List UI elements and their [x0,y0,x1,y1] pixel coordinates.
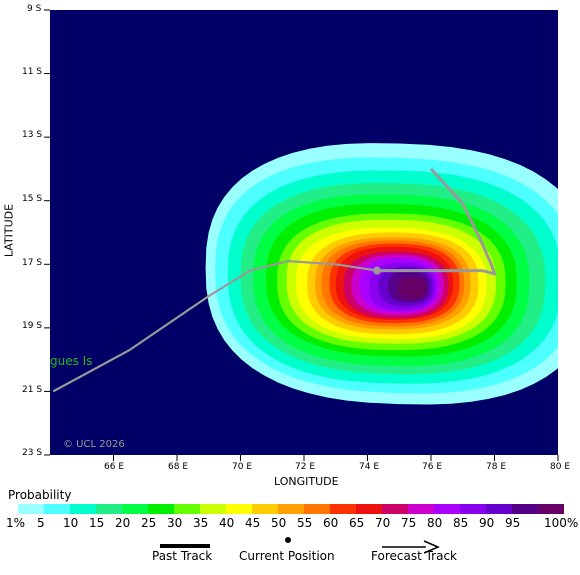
y-axis-title: LATITUDE [2,203,16,258]
legend-label: 15 [89,516,105,530]
probability-swath [205,143,558,405]
place-label: gues Is [50,354,92,368]
legend-color-swatch [330,504,356,514]
legend-labels: 1% 5 10 15 20 25 30 35 40 45 50 55 60 65 70 75 80 85 90 95 1… [0,516,580,530]
lat-tick-label: 15 S [22,194,43,204]
legend-label: 30 [167,516,183,530]
watermark: © UCL 2026 [63,439,125,450]
legend-color-swatch [174,504,200,514]
axis-ticks [44,9,559,461]
legend-color-swatch [96,504,122,514]
past-track-line [52,259,378,393]
lat-tick-label: 21 S [22,385,43,395]
legend-color-swatch [408,504,434,514]
lat-tick-label: 9 S [27,4,42,14]
x-axis-title: LONGITUDE [274,475,339,488]
lon-tick-label: 78 E [486,462,506,472]
legend-label: 35 [193,516,209,530]
legend-label: 55 [297,516,313,530]
past-track-swatch [160,544,210,548]
legend-label: 70 [375,516,391,530]
probability-contour [397,277,427,300]
legend-label: 60 [323,516,339,530]
legend-label: 10 [63,516,79,530]
probability-map: gues Is © UCL 2026 [44,9,559,461]
legend-label: 80 [427,516,443,530]
lon-tick-label: 76 E [422,462,442,472]
legend-label: 100% [544,516,579,530]
lon-tick-label: 66 E [104,462,124,472]
legend-label: 20 [115,516,131,530]
forecast-track-line [377,167,497,276]
current-position-key-label: Current Position [239,549,335,563]
legend-color-swatch [278,504,304,514]
probability-color-scale [18,504,564,514]
lon-tick-label: 68 E [168,462,188,472]
legend-color-swatch [356,504,382,514]
legend-label: 45 [245,516,261,530]
legend-label: 5 [37,516,45,530]
lat-tick-label: 11 S [22,67,43,77]
legend-color-swatch [70,504,96,514]
current-position-swatch [285,537,291,543]
legend-color-swatch [382,504,408,514]
legend-label: 85 [453,516,469,530]
legend-label: 90 [479,516,495,530]
legend-color-swatch [44,504,70,514]
legend-label: 95 [505,516,521,530]
legend-label: 1% [6,516,26,530]
past-track-key-label: Past Track [152,549,213,563]
legend-color-swatch [122,504,148,514]
legend-color-swatch [252,504,278,514]
forecast-track-swatch [382,540,440,554]
legend-color-swatch [460,504,486,514]
legend-color-swatch [434,504,460,514]
legend-color-swatch [226,504,252,514]
lon-tick-label: 74 E [359,462,379,472]
lat-tick-label: 23 S [22,448,43,458]
legend-color-swatch [538,504,564,514]
lon-tick-label: 70 E [232,462,252,472]
legend-label: 75 [401,516,417,530]
legend-color-swatch [304,504,330,514]
legend-title: Probability [8,488,72,502]
lon-tick-label: 72 E [295,462,315,472]
lat-tick-label: 13 S [22,130,43,140]
legend-label: 40 [219,516,235,530]
forecast-track-key-label: Forecast Track [371,549,457,563]
lat-tick-label: 19 S [22,321,43,331]
legend-color-swatch [18,504,44,514]
lon-tick-label: 80 E [550,462,570,472]
legend-label: 25 [141,516,157,530]
legend-color-swatch [200,504,226,514]
legend-color-swatch [486,504,512,514]
legend-label: 50 [271,516,287,530]
current-position-marker [373,266,382,275]
legend-label: 65 [349,516,365,530]
legend-color-swatch [148,504,174,514]
lat-tick-label: 17 S [22,258,43,268]
legend-color-swatch [512,504,538,514]
